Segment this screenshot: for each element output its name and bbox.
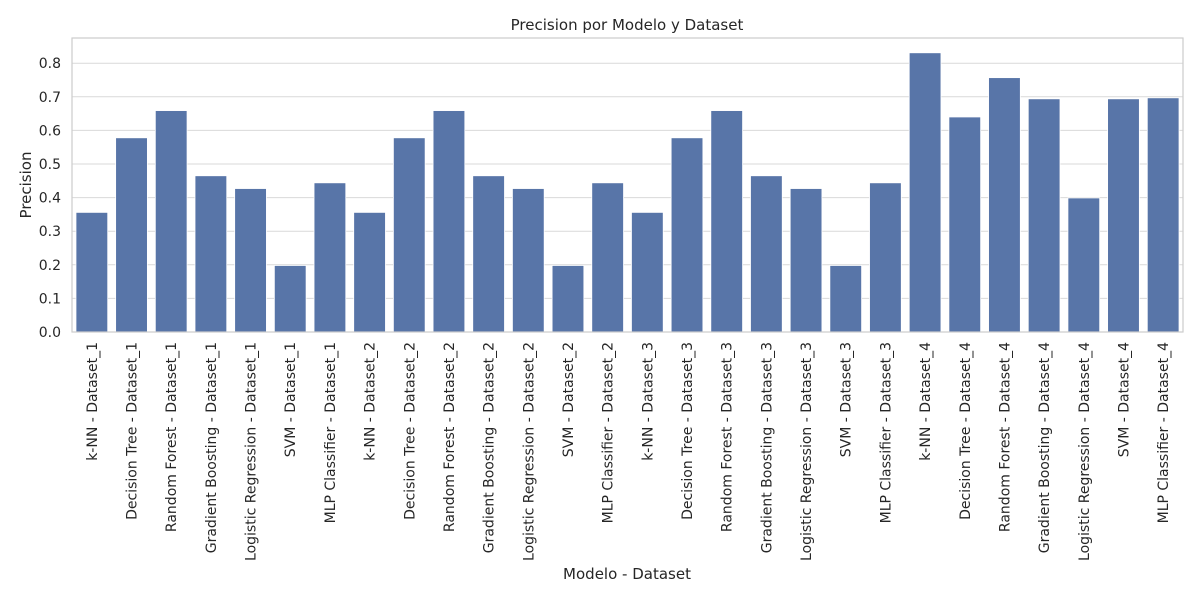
- bar: [750, 175, 783, 333]
- x-tick-labels: k-NN - Dataset_1 Decision Tree - Dataset_…: [85, 342, 1172, 561]
- x-tick-label: k-NN - Dataset_3: [640, 342, 656, 461]
- x-tick-label: MLP Classifier - Dataset_3: [878, 342, 894, 523]
- bar: [1027, 98, 1061, 333]
- y-tick-label: 0.1: [39, 291, 61, 307]
- bar: [75, 211, 109, 333]
- bar: [631, 211, 664, 333]
- bar: [829, 265, 863, 333]
- x-tick-label: MLP Classifier - Dataset_1: [323, 342, 339, 523]
- plot-frame: [71, 37, 1184, 333]
- x-tick-label: MLP Classifier - Dataset_2: [601, 342, 617, 523]
- x-tick-label: Logistic Regression - Dataset_1: [244, 342, 260, 561]
- x-tick-label: Gradient Boosting - Dataset_3: [759, 342, 775, 553]
- y-tick-label: 0.7: [39, 90, 61, 106]
- x-tick-label: Random Forest - Dataset_3: [720, 342, 736, 532]
- x-tick-label: Logistic Regression - Dataset_4: [1077, 342, 1093, 561]
- bar: [353, 211, 386, 333]
- bar: [670, 137, 704, 333]
- bar: [1107, 98, 1140, 333]
- bar: [115, 137, 148, 333]
- y-tick-label: 0.4: [39, 191, 61, 207]
- x-tick-label: Random Forest - Dataset_4: [997, 342, 1013, 532]
- y-axis-label: Precision: [17, 152, 35, 219]
- y-tick-label: 0.8: [39, 56, 61, 72]
- bar: [988, 77, 1021, 333]
- x-tick-label: SVM - Dataset_2: [561, 342, 577, 457]
- x-tick-label: SVM - Dataset_4: [1116, 342, 1132, 457]
- x-tick-label: Random Forest - Dataset_2: [442, 342, 458, 532]
- bar: [710, 110, 743, 333]
- y-tick-label: 0.3: [39, 224, 61, 240]
- bar: [551, 265, 585, 333]
- x-tick-label: SVM - Dataset_3: [839, 342, 855, 457]
- x-tick-label: Decision Tree - Dataset_3: [680, 342, 696, 520]
- x-tick-label: Decision Tree - Dataset_4: [958, 342, 974, 520]
- y-tick-label: 0.0: [39, 325, 61, 341]
- bar: [432, 110, 466, 333]
- bar: [313, 182, 347, 333]
- bar: [392, 137, 426, 333]
- y-tick-label: 0.2: [39, 258, 61, 274]
- bar: [591, 182, 624, 333]
- bar: [869, 182, 902, 333]
- bar: [154, 110, 188, 333]
- y-tick-label: 0.6: [39, 123, 61, 139]
- bar: [472, 175, 505, 333]
- chart-title: Precision por Modelo y Dataset: [511, 16, 744, 34]
- x-tick-label: Decision Tree - Dataset_2: [402, 342, 418, 520]
- bar: [948, 116, 982, 333]
- x-tick-label: Logistic Regression - Dataset_2: [521, 342, 537, 561]
- x-tick-label: Gradient Boosting - Dataset_1: [204, 342, 220, 553]
- bar: [273, 265, 307, 333]
- x-tick-label: SVM - Dataset_1: [283, 342, 299, 457]
- bar: [234, 188, 267, 333]
- x-tick-label: Gradient Boosting - Dataset_4: [1037, 342, 1053, 553]
- bar: [1067, 197, 1101, 333]
- x-tick-label: MLP Classifier - Dataset_4: [1156, 342, 1172, 523]
- x-tick-label: Decision Tree - Dataset_1: [125, 342, 141, 520]
- x-tick-label: Gradient Boosting - Dataset_2: [482, 342, 498, 553]
- bar: [194, 175, 228, 333]
- x-tick-label: Random Forest - Dataset_1: [164, 342, 180, 532]
- y-tick-label: 0.5: [39, 157, 61, 173]
- bar: [512, 188, 545, 333]
- x-tick-label: Logistic Regression - Dataset_3: [799, 342, 815, 561]
- bars: [75, 52, 1180, 333]
- bar: [789, 188, 823, 333]
- x-tick-label: k-NN - Dataset_2: [363, 342, 379, 461]
- x-axis-label: Modelo - Dataset: [563, 565, 691, 583]
- x-tick-label: k-NN - Dataset_1: [85, 342, 101, 461]
- y-tick-labels: 0.0 0.1 0.2 0.3 0.4 0.5 0.6 0.7 0.8: [39, 56, 61, 341]
- bar: [908, 52, 942, 333]
- bar: [1146, 97, 1180, 333]
- x-tick-label: k-NN - Dataset_4: [918, 342, 934, 461]
